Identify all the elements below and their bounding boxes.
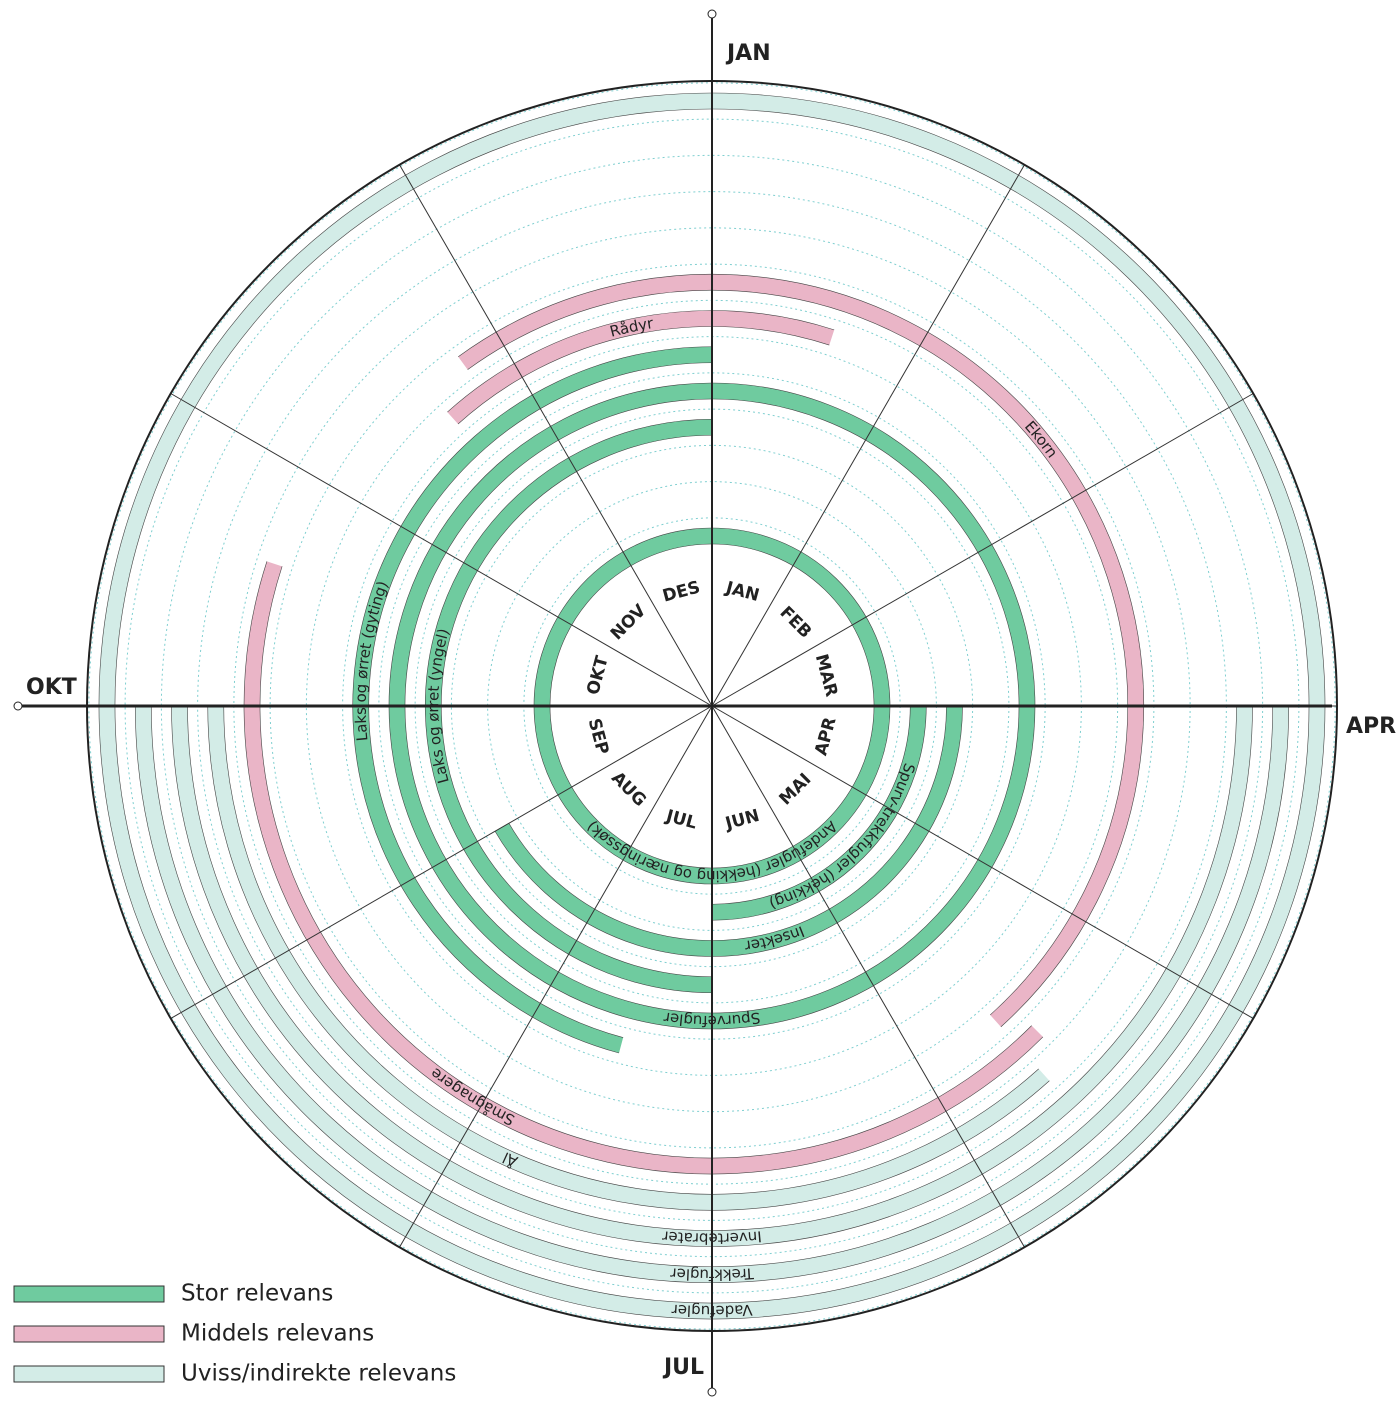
month-spoke <box>170 393 713 707</box>
month-spoke <box>170 705 713 1019</box>
month-label: SEP <box>584 716 613 756</box>
band-edge <box>368 362 713 1038</box>
month-label: FEB <box>776 603 816 643</box>
axis-label: OKT <box>26 675 77 700</box>
legend: Stor relevans Middels relevans Uviss/indir… <box>13 1281 456 1387</box>
relevance-band <box>711 705 927 921</box>
band-edge <box>458 273 1145 1028</box>
band-edge <box>259 566 1032 1159</box>
relevance-band <box>495 705 963 957</box>
month-label: AUG <box>607 768 650 811</box>
legend-label: Middels relevans <box>181 1321 374 1347</box>
band-edge <box>424 418 713 994</box>
legend-swatch <box>13 1285 165 1303</box>
month-label: NOV <box>607 600 651 644</box>
band-edge <box>549 543 875 869</box>
band-edge <box>171 705 1253 1247</box>
axis-label: JAN <box>725 41 771 66</box>
month-spoke <box>711 705 1025 1248</box>
relevance-band <box>425 419 713 993</box>
band-edge <box>447 310 835 413</box>
band-edge <box>243 561 1044 1175</box>
band-edge <box>223 705 1039 1195</box>
band-edge <box>187 705 1237 1231</box>
ring-label-text: Ekorn <box>1021 417 1061 461</box>
ring-label-text: Insekter <box>743 923 807 956</box>
band-edge <box>98 92 1326 1320</box>
relevance-band <box>135 705 1289 1283</box>
band-edge <box>207 705 1050 1211</box>
relevance-band <box>99 93 1325 1319</box>
month-label: MAR <box>811 652 841 699</box>
ring-label: Ekorn <box>1021 417 1061 461</box>
month-label: JUN <box>722 806 761 834</box>
month-label: DES <box>661 577 703 606</box>
month-label: JAN <box>723 578 762 606</box>
ring-label: Laks og ørret (gyting) <box>351 578 391 742</box>
band-edge <box>150 705 1274 1268</box>
band-edge <box>440 434 713 978</box>
ring-label-text: Ål <box>500 1149 521 1172</box>
band-edge <box>404 398 1020 1014</box>
month-label: OKT <box>583 654 613 697</box>
relevance-band <box>447 310 835 424</box>
month-label: MAI <box>775 769 815 809</box>
axis-label: JUL <box>662 1355 704 1380</box>
ring-label: Insekter <box>743 923 807 956</box>
band-edge <box>494 705 963 957</box>
legend-swatch <box>13 1365 165 1383</box>
relevance-band <box>389 383 1035 1029</box>
band-edge <box>134 705 1290 1284</box>
ring-label: Rådyr <box>608 313 655 340</box>
band-edge <box>388 382 1036 1030</box>
legend-label: Stor relevans <box>181 1281 333 1307</box>
ring-label-text: Rådyr <box>608 313 655 340</box>
ring-label: Ål <box>500 1149 521 1172</box>
axis-end <box>13 701 23 711</box>
band-edge <box>457 326 830 425</box>
axis-end <box>707 1387 717 1397</box>
month-label: APR <box>811 715 840 758</box>
band-edge <box>508 705 947 941</box>
ring-label-text: Laks og ørret (gyting) <box>351 578 391 742</box>
month-label: JUL <box>663 806 699 834</box>
legend-label: Uviss/indirekte relevans <box>181 1361 456 1387</box>
month-spoke <box>711 705 1254 1019</box>
relevance-band <box>458 274 1144 1027</box>
axis-label: APR <box>1346 714 1396 739</box>
month-spoke <box>399 705 713 1248</box>
band-edge <box>352 346 713 1054</box>
relevance-band <box>352 346 713 1054</box>
band-edge <box>711 705 911 905</box>
band-edge <box>533 527 891 885</box>
relevance-band <box>207 705 1050 1211</box>
band-edge <box>711 705 927 921</box>
band-edge <box>467 290 1129 1016</box>
axis-end <box>707 9 717 19</box>
relevance-band <box>244 561 1043 1174</box>
month-spoke <box>711 164 1025 707</box>
band-edge <box>114 108 1310 1304</box>
legend-swatch <box>13 1325 165 1343</box>
month-spoke <box>399 164 713 707</box>
relevance-band <box>171 705 1253 1247</box>
month-spoke <box>711 393 1254 707</box>
relevance-band <box>534 528 890 884</box>
